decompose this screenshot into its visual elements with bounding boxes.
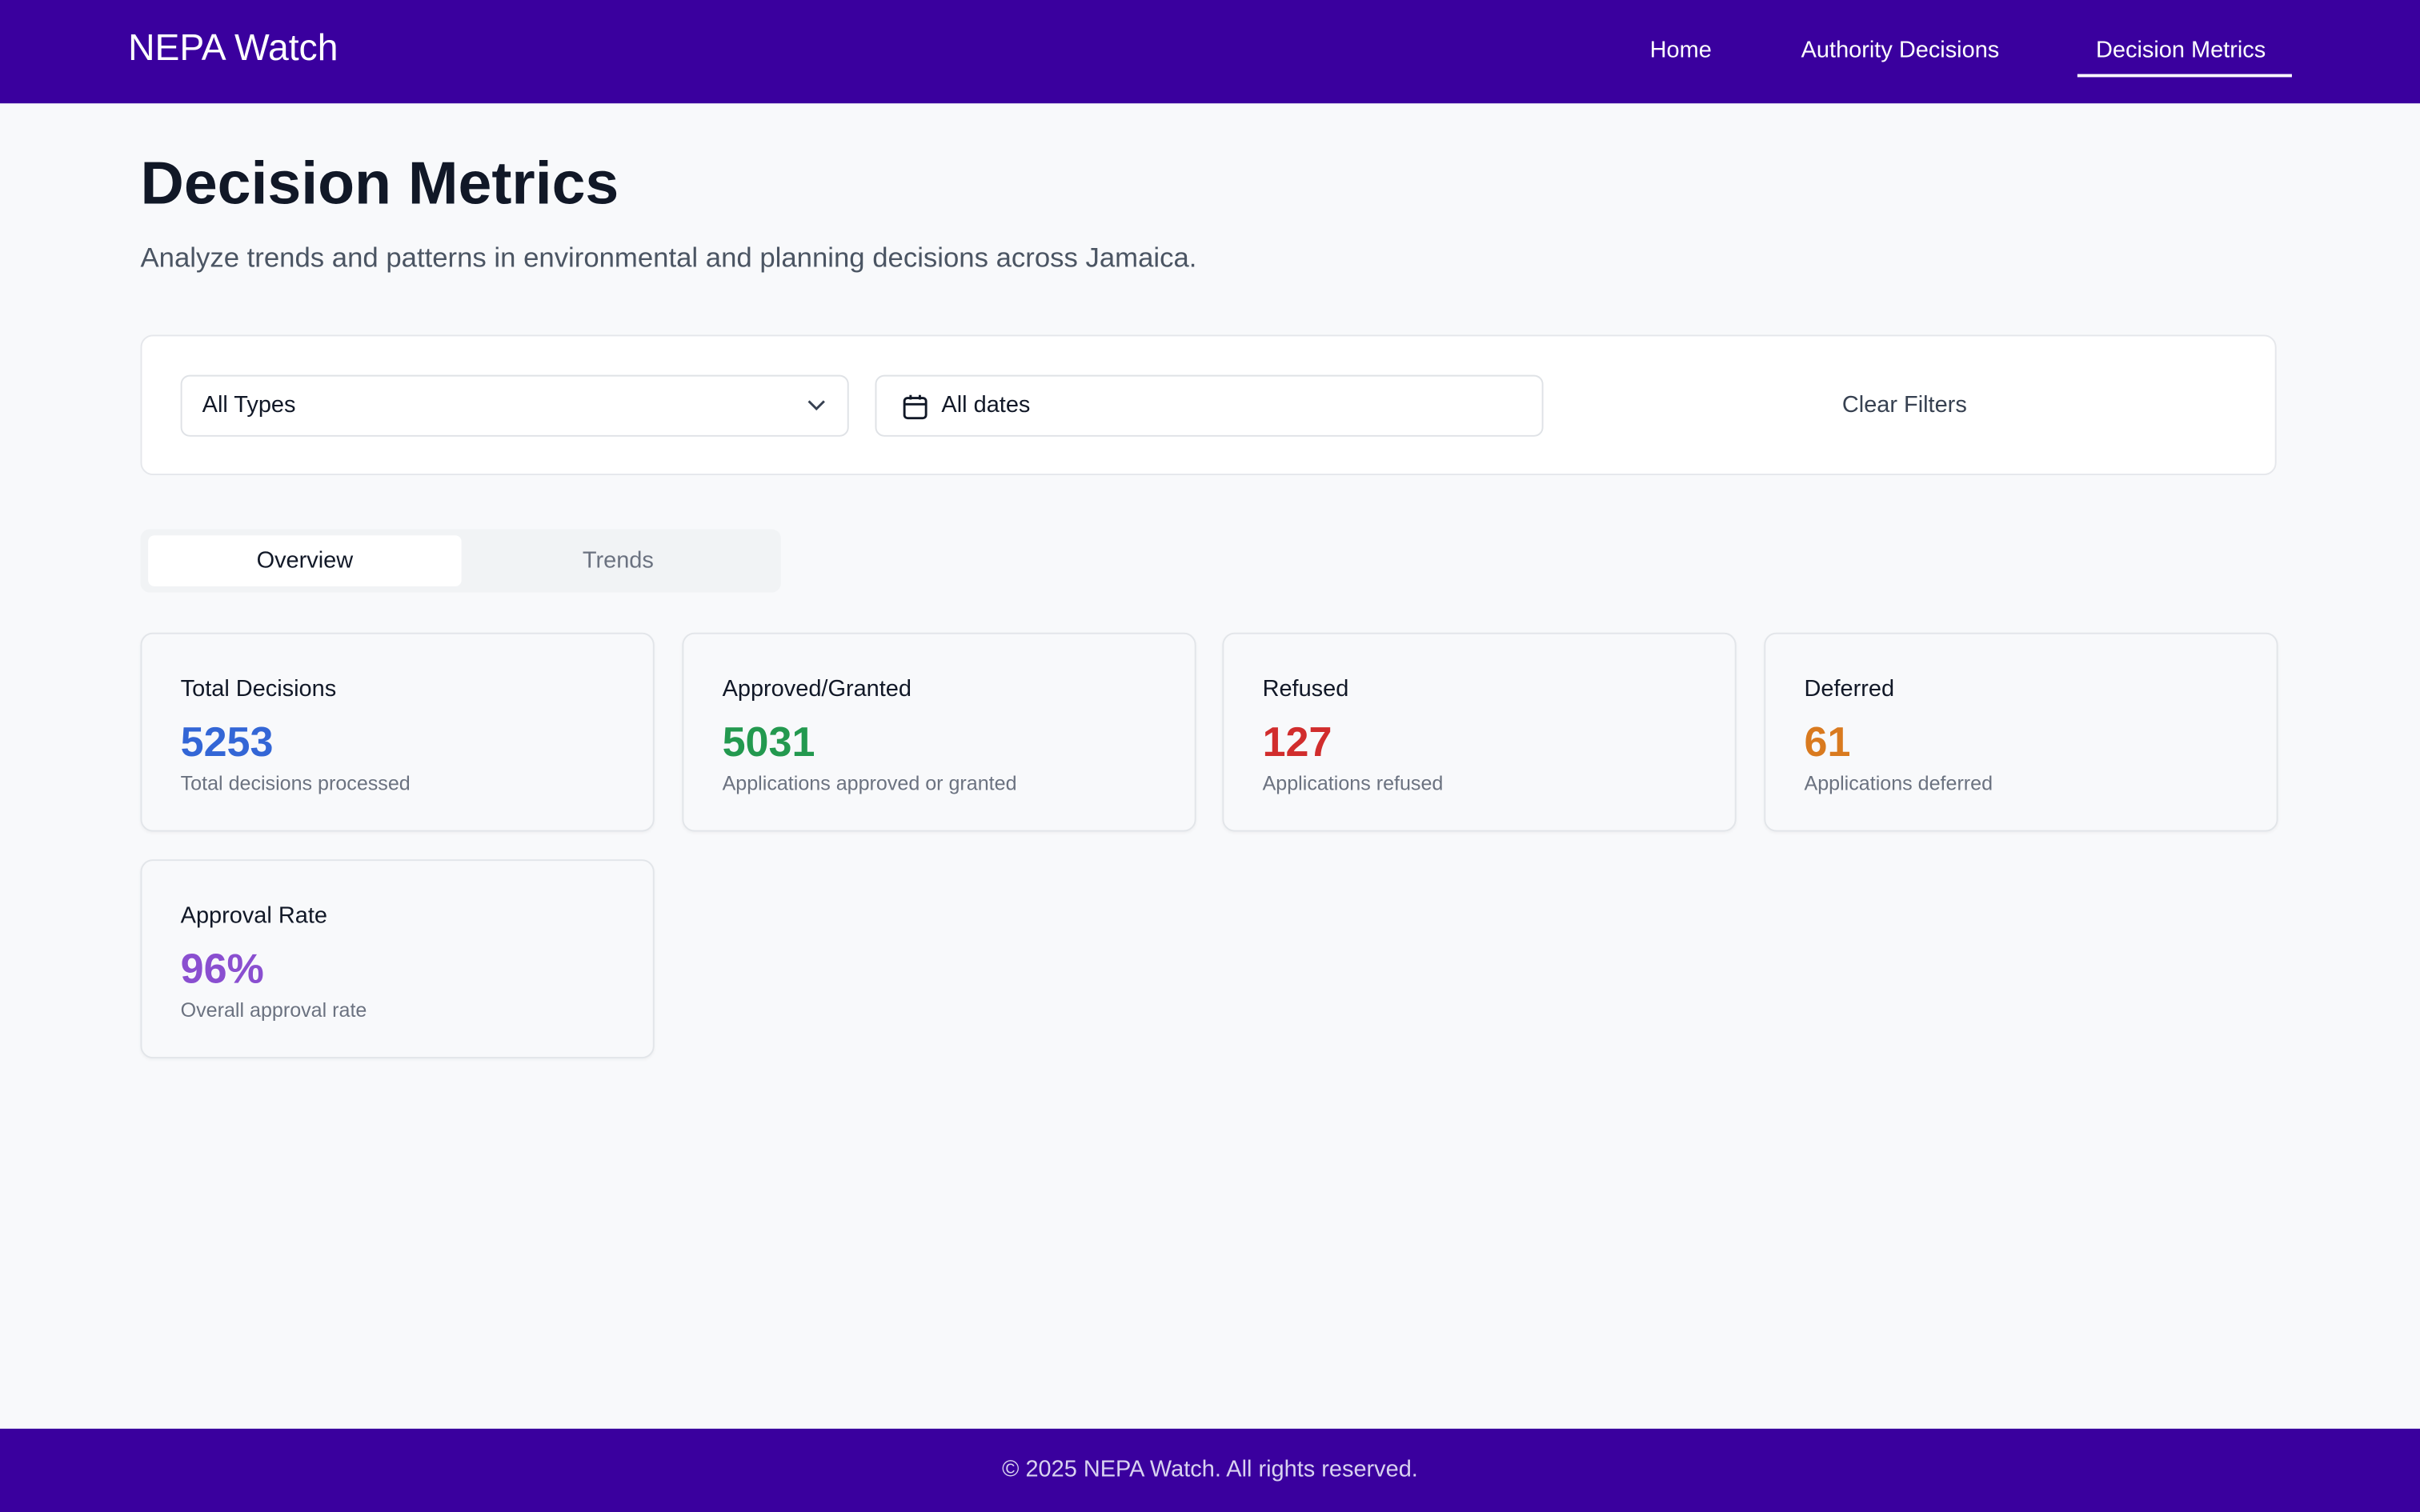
metric-description: Applications deferred xyxy=(1804,771,1993,795)
metric-card: Approval Rate 96% Overall approval rate xyxy=(140,859,655,1058)
clear-filters-button[interactable]: Clear Filters xyxy=(1841,391,1967,418)
metric-description: Applications refused xyxy=(1262,771,1444,795)
metric-label: Total Decisions xyxy=(180,675,337,702)
page-subtitle: Analyze trends and patterns in environme… xyxy=(140,242,1197,274)
nav-link[interactable]: Home xyxy=(1649,37,1712,64)
metric-value: 61 xyxy=(1804,718,1851,766)
select-text: All Types xyxy=(202,391,296,418)
metric-label: Deferred xyxy=(1804,675,1895,702)
tab[interactable]: Trends xyxy=(582,547,654,574)
footer: © 2025 NEPA Watch. All rights reserved. xyxy=(0,1428,2420,1512)
metric-value: 127 xyxy=(1262,718,1332,766)
metric-value: 5031 xyxy=(722,718,815,766)
metric-label: Approval Rate xyxy=(180,902,327,929)
metric-card: Total Decisions 5253 Total decisions proce… xyxy=(140,632,655,832)
calendar-icon xyxy=(903,394,928,420)
date-text: All dates xyxy=(941,391,1031,418)
chevron-icon xyxy=(807,400,825,411)
tab-active[interactable]: Overview xyxy=(148,535,462,586)
metric-card: Deferred 61 Applications deferred xyxy=(1764,632,2278,832)
nav-link[interactable]: Decision Metrics xyxy=(2095,37,2266,64)
brand[interactable]: NEPA Watch xyxy=(128,27,339,70)
date-picker[interactable]: All dates xyxy=(875,374,1544,437)
metric-value: 5253 xyxy=(180,718,274,766)
metric-card: Approved/Granted 5031 Applications approve… xyxy=(682,632,1196,832)
type-select[interactable]: All Types xyxy=(180,374,849,437)
footer-text: © 2025 NEPA Watch. All rights reserved. xyxy=(1002,1456,1418,1483)
page-title: Decision Metrics xyxy=(140,150,619,218)
metric-label: Refused xyxy=(1262,675,1349,702)
active-indicator xyxy=(2077,74,2292,78)
metric-description: Total decisions processed xyxy=(180,771,411,795)
metric-description: Overall approval rate xyxy=(180,998,367,1022)
metric-description: Applications approved or granted xyxy=(722,771,1017,795)
top-bar: NEPA Watch Home Authority Decisions Deci… xyxy=(0,0,2420,104)
metric-label: Approved/Granted xyxy=(722,675,912,702)
metric-card: Refused 127 Applications refused xyxy=(1222,632,1737,832)
nav-link[interactable]: Authority Decisions xyxy=(1801,37,2000,64)
metric-value: 96% xyxy=(180,946,264,993)
